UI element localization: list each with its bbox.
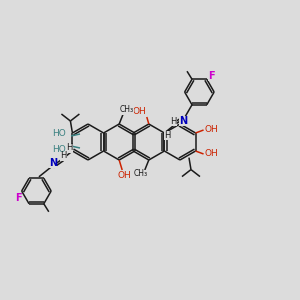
Text: N: N [49, 158, 58, 168]
Text: CH₃: CH₃ [134, 169, 148, 178]
Text: F: F [15, 194, 22, 203]
Text: OH: OH [117, 170, 131, 179]
Text: H: H [170, 116, 177, 125]
Text: H: H [66, 143, 73, 152]
Text: N: N [179, 116, 188, 126]
Text: CH₃: CH₃ [120, 106, 134, 115]
Text: OH: OH [133, 106, 147, 116]
Text: HO: HO [52, 128, 66, 137]
Text: OH: OH [205, 149, 218, 158]
Text: HO: HO [52, 145, 66, 154]
Text: OH: OH [205, 125, 218, 134]
Text: H: H [60, 152, 67, 160]
Text: H: H [164, 130, 171, 140]
Text: F: F [208, 71, 215, 81]
